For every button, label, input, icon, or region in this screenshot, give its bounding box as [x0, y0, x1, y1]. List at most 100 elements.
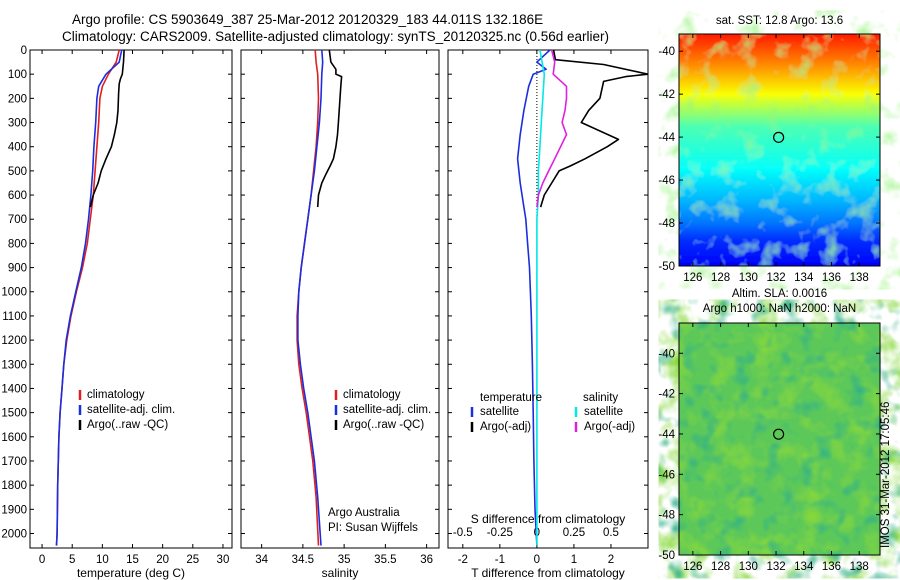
y-tick-label: 800	[8, 238, 27, 250]
x-tick-label: 36	[420, 554, 433, 566]
x-tick-label: 0	[534, 554, 540, 566]
x-tick-label: 34.5	[292, 554, 314, 566]
y-tick-label: -48	[658, 510, 675, 522]
argo-position-marker	[773, 131, 785, 143]
series-line-salinity-argo-adj-	[536, 50, 568, 208]
series-line-satellite-adj-clim-	[55, 50, 123, 546]
x-tick-label: 130	[739, 272, 758, 284]
x-tick-label: 134	[794, 561, 814, 573]
y-tick-label: -44	[658, 429, 675, 441]
salinity-profile-panel: 34 34.5 35 35.5 36 salinity climatology satelli…	[240, 49, 440, 580]
x-tick-label: 128	[711, 561, 730, 573]
legend-label: Argo(-adj)	[480, 421, 531, 433]
x-tick-label: -1	[495, 554, 505, 566]
y-tick-label: 1800	[1, 480, 27, 492]
header-line-1: Argo profile: CS 5903649_387 25-Mar-2012…	[72, 12, 543, 27]
x-axis-label: T difference from climatology	[471, 566, 625, 580]
legend-label: satellite-adj. clim.	[343, 404, 431, 416]
sst-map-panel: -40 -42 -44 -46 -48 -50 126 128 130 132 134 136 138 s…	[658, 15, 881, 284]
y-tick-label: -50	[658, 550, 675, 562]
series-line-temperature-argo-adj-	[539, 50, 648, 208]
sst-field	[679, 34, 880, 266]
map-title: sat. SST: 12.8 Argo: 13.6	[716, 15, 843, 27]
legend-label: climatology	[343, 389, 401, 401]
x-tick-label: 20	[156, 554, 169, 566]
legend-label: climatology	[87, 389, 145, 401]
y-tick-label: 100	[8, 69, 27, 81]
legend-label: Argo(..raw -QC)	[343, 419, 424, 431]
legend-title: temperature	[480, 392, 542, 404]
x-tick-label: -2	[458, 554, 468, 566]
y-tick-label: 600	[8, 190, 27, 202]
x-tick-label: 34	[255, 554, 268, 566]
credit-line-2: PI: Susan Wijffels	[328, 522, 418, 534]
series-line-salinity-satellite	[536, 50, 546, 546]
map-title-line-2: Argo h1000: NaN h2000: NaN	[703, 303, 856, 315]
y-tick-label: -44	[658, 132, 675, 144]
y-tick-label: 0	[21, 45, 27, 57]
y-tick-label: 1000	[1, 287, 27, 299]
legend-label: Argo(-adj)	[584, 421, 635, 433]
x-tick-label: 2	[608, 554, 614, 566]
x-tick-label: 5	[69, 554, 75, 566]
y-tick-label: 900	[8, 263, 27, 275]
x-tick-label: 15	[126, 554, 139, 566]
series-line-satellite-adj-clim-	[297, 50, 324, 546]
y-tick-label: -46	[658, 175, 675, 187]
x-tick-label: 35	[338, 554, 351, 566]
difference-profile-panel: -2 -1 0 1 2T difference from climatology -0.5…	[447, 49, 649, 580]
x-tick-label: 128	[711, 272, 730, 284]
y-tick-label: 700	[8, 214, 27, 226]
temperature-profile-panel: 0100200300400500600700800900100011001200…	[1, 45, 233, 580]
y-tick-label: 300	[8, 118, 27, 130]
top-tick-label: 0.25	[563, 527, 585, 539]
plot-frame	[447, 49, 649, 549]
x-axis-label: temperature (deg C)	[77, 566, 185, 580]
y-tick-label: -40	[658, 348, 675, 360]
series-line-climatology	[55, 50, 120, 546]
y-tick-label: 2000	[1, 528, 27, 540]
legend-label: satellite-adj. clim.	[87, 404, 175, 416]
header-line-2: Climatology: CARS2009. Satellite-adjuste…	[62, 29, 609, 44]
series-line-argo-raw-qc-	[89, 50, 125, 208]
y-tick-label: -40	[658, 46, 675, 58]
y-tick-label: -42	[658, 89, 675, 101]
x-tick-label: 10	[96, 554, 109, 566]
y-tick-label: 1600	[1, 432, 27, 444]
legend-label: satellite	[584, 406, 623, 418]
x-tick-label: 136	[822, 561, 841, 573]
top-tick-label: -0.25	[487, 527, 513, 539]
y-tick-label: -50	[658, 261, 675, 273]
map-title-line-1: Altim. SLA: 0.0016	[732, 288, 827, 300]
y-tick-label: 1500	[1, 408, 27, 420]
x-tick-label: 132	[766, 561, 785, 573]
top-tick-label: 0.5	[603, 527, 619, 539]
y-tick-label: 1400	[1, 383, 27, 395]
y-tick-label: 1900	[1, 504, 27, 516]
top-tick-label: -0.5	[453, 527, 473, 539]
plot-frame	[240, 49, 440, 549]
x-tick-label: 30	[217, 554, 230, 566]
x-tick-label: 138	[850, 561, 869, 573]
sla-map-panel: -40 -42 -44 -46 -48 -50 126 128 130 132 134 136 138 A…	[658, 288, 881, 573]
x-tick-label: 136	[822, 272, 841, 284]
y-tick-label: -48	[658, 218, 675, 230]
x-tick-label: 132	[766, 272, 785, 284]
legend-title: salinity	[583, 392, 618, 404]
y-tick-label: -46	[658, 469, 675, 481]
y-tick-label: 500	[8, 166, 27, 178]
x-tick-label: 0	[39, 554, 45, 566]
map-frame	[678, 33, 881, 267]
legend-label: satellite	[480, 406, 519, 418]
y-tick-label: -42	[658, 389, 675, 401]
x-tick-label: 1	[571, 554, 577, 566]
top-axis-label: S difference from climatology	[471, 512, 626, 526]
x-tick-label: 130	[739, 561, 758, 573]
imos-watermark: IMOS 31-Mar-2012 17:05:46	[880, 402, 892, 548]
x-tick-label: 126	[683, 272, 702, 284]
y-tick-label: 1700	[1, 456, 27, 468]
y-tick-label: 1300	[1, 359, 27, 371]
y-tick-label: 200	[8, 93, 27, 105]
series-line-temperature-satellite	[516, 50, 551, 546]
